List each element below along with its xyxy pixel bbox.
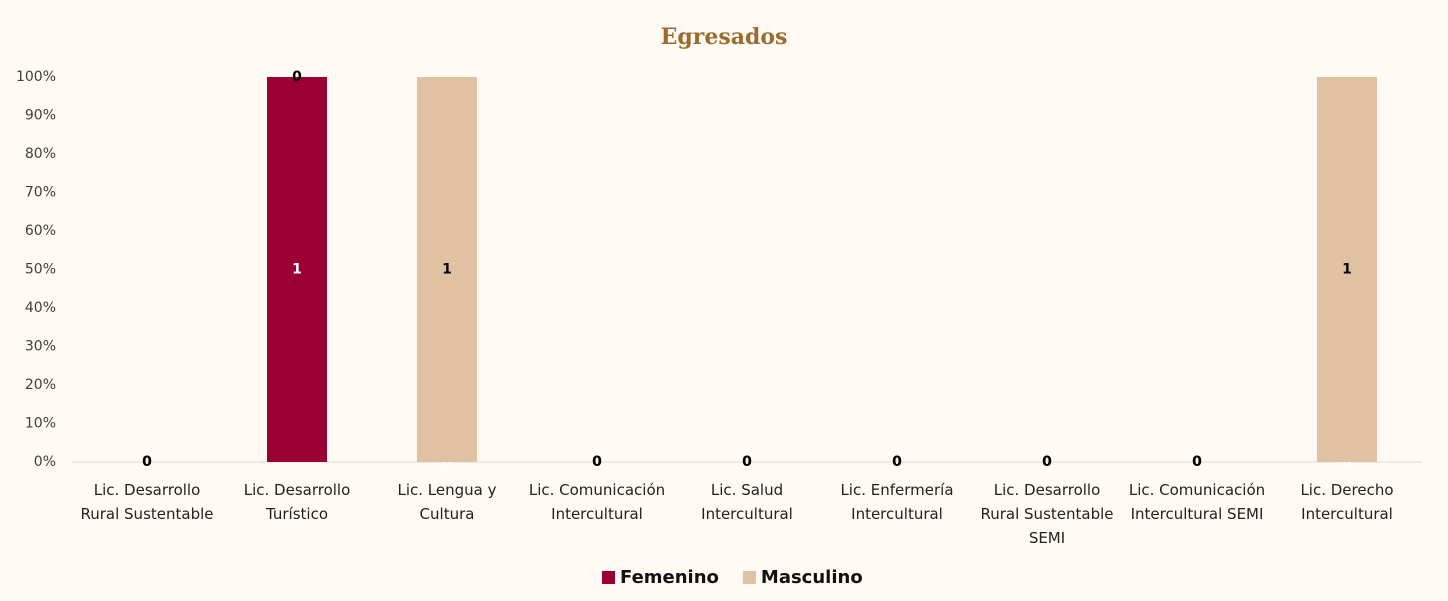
y-tick-label: 100% — [16, 69, 56, 85]
data-label: 0 — [742, 454, 752, 470]
x-tick-label: Lic. Salud Intercultural — [701, 481, 793, 523]
legend-label: Femenino — [620, 567, 719, 588]
y-tick-label: 30% — [25, 339, 56, 355]
y-tick-label: 0% — [34, 454, 56, 470]
data-label: 0 — [142, 454, 152, 470]
data-label: 1 — [292, 262, 302, 278]
x-tick-label: Lic. Desarrollo Turístico — [243, 481, 351, 523]
data-label: 0 — [1042, 454, 1052, 470]
y-tick-label: 70% — [25, 185, 56, 201]
y-tick-label: 40% — [25, 300, 56, 316]
y-tick-label: 80% — [25, 146, 56, 162]
legend-swatch — [602, 571, 615, 584]
bar — [417, 77, 477, 462]
x-tick-label: Lic. Derecho Intercultural — [1300, 481, 1394, 523]
y-tick-label: 90% — [25, 108, 56, 124]
x-tick-label: Lic. Enfermería Intercultural — [840, 481, 954, 523]
data-label: 0 — [892, 454, 902, 470]
bar — [1317, 77, 1377, 462]
data-label: 0 — [1192, 454, 1202, 470]
y-tick-label: 20% — [25, 377, 56, 393]
y-tick-label: 50% — [25, 262, 56, 278]
data-label: 0 — [592, 454, 602, 470]
x-tick-label: Lic. Desarrollo Rural Sustentable SEMI — [980, 481, 1114, 547]
y-tick-label: 10% — [25, 416, 56, 432]
data-label: 1 — [1342, 262, 1352, 278]
legend-label: Masculino — [761, 567, 863, 588]
x-tick-label: Lic. Desarrollo Rural Sustentable — [80, 481, 214, 523]
x-tick-label: Lic. Lengua y Cultura — [397, 481, 497, 523]
legend-swatch — [742, 571, 756, 584]
chart-title: Egresados — [661, 24, 788, 50]
data-label: 0 — [892, 454, 902, 470]
data-label: 0 — [592, 454, 602, 470]
data-label: 1 — [442, 262, 452, 278]
data-label: 0 — [292, 69, 302, 85]
data-label: 0 — [1192, 454, 1202, 470]
x-tick-label: Lic. Comunicación Intercultural — [528, 481, 666, 523]
bar — [267, 77, 327, 462]
x-tick-label: Lic. Comunicación Intercultural SEMI — [1128, 481, 1266, 523]
data-label: 0 — [1042, 454, 1052, 470]
data-label: 0 — [142, 454, 152, 470]
y-tick-label: 60% — [25, 223, 56, 239]
data-label: 0 — [742, 454, 752, 470]
